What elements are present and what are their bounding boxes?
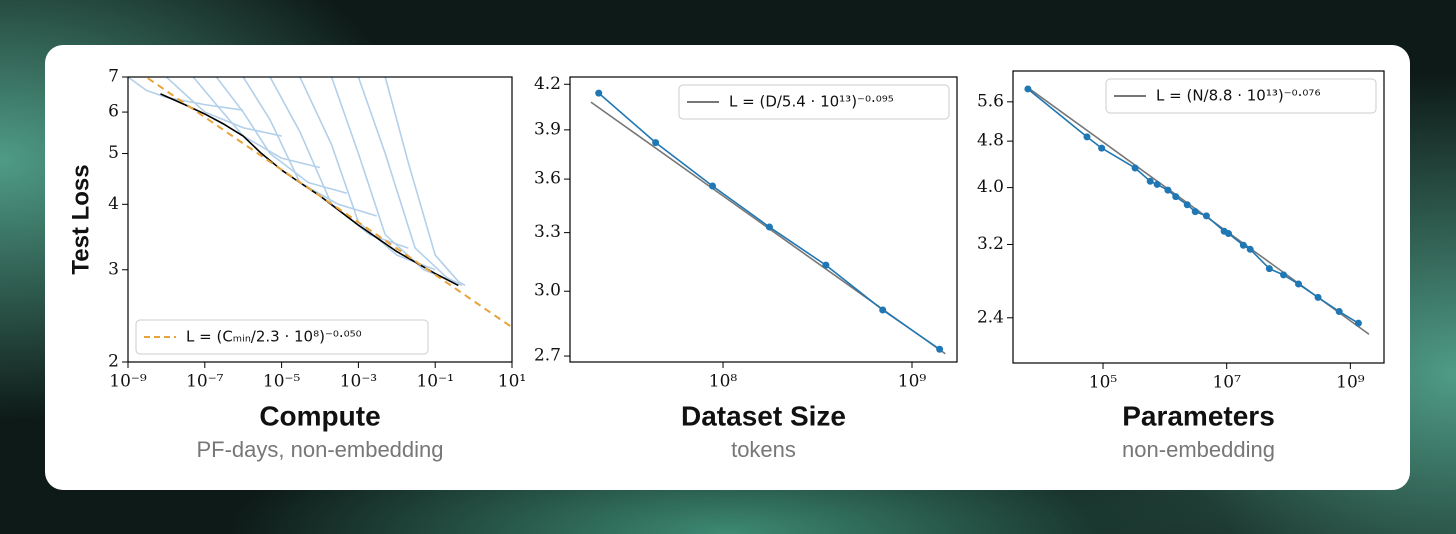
data-point — [1225, 230, 1233, 238]
y-tick-label: 3.3 — [534, 222, 561, 242]
x-tick-label: 10⁻⁵ — [263, 372, 301, 392]
y-tick-label: 3.0 — [534, 281, 561, 301]
y-tick-label: 3 — [108, 259, 119, 279]
plot-area — [590, 89, 946, 355]
x-tick-label: 10⁻⁹ — [109, 372, 147, 392]
data-point — [595, 89, 603, 97]
legend-box — [135, 319, 429, 355]
chart: 10⁵ 10⁷ 10⁹ 2.4 3.2 4.0 4.8 5.6 Parameters non-em… — [977, 70, 1385, 462]
series-line — [357, 77, 463, 287]
y-tick-label: 2 — [108, 352, 119, 372]
data-point — [1183, 201, 1191, 209]
data-point — [1295, 280, 1303, 288]
data-point — [1024, 85, 1032, 93]
axes-frame — [1012, 70, 1385, 364]
axes-frame — [569, 76, 958, 363]
data-point — [1146, 177, 1154, 185]
legend-label: L = (Cₘᵢₙ/2.3 · 10⁸)⁻⁰·⁰⁵⁰ — [186, 328, 362, 346]
data-point — [1098, 144, 1106, 152]
data-point — [936, 345, 944, 353]
legend-box — [1105, 78, 1377, 114]
data-point — [1164, 186, 1172, 194]
chart: 10⁻⁹ 10⁻⁷ 10⁻⁵ 10⁻³ 10⁻¹ 10¹ 2 3 4 5 6 7 Compute PF-d… — [67, 67, 526, 462]
y-axis-title: Test Loss — [67, 164, 94, 274]
data-point — [1083, 133, 1091, 141]
data-point — [652, 139, 660, 147]
plot-area — [1024, 85, 1370, 335]
x-axis-title: Dataset Size — [681, 400, 846, 431]
data-point — [1246, 245, 1254, 253]
chart: 10⁸ 10⁹ 2.7 3.0 3.3 3.6 3.9 4.2 Dataset Size toke… — [534, 74, 958, 462]
data-point — [1131, 164, 1139, 172]
legend-label: L = (D/5.4 · 10¹³)⁻⁰·⁰⁹⁵ — [729, 93, 894, 111]
x-axis-subtitle: non-embedding — [1122, 437, 1275, 462]
x-tick-label: 10⁻¹ — [416, 372, 453, 392]
y-tick-label: 5 — [108, 143, 119, 163]
series-line — [598, 92, 941, 350]
x-tick-label: 10⁻³ — [340, 372, 377, 392]
x-tick-label: 10¹ — [498, 372, 526, 392]
y-tick-label: 2.4 — [977, 307, 1004, 327]
y-tick-label: 6 — [108, 102, 119, 122]
series-line — [299, 77, 436, 271]
data-point — [879, 306, 887, 314]
x-axis-subtitle: tokens — [731, 437, 796, 462]
data-point — [1354, 319, 1362, 327]
x-tick-label: 10⁸ — [709, 372, 738, 392]
series-line — [144, 77, 512, 329]
y-tick-label: 4.8 — [977, 131, 1004, 151]
data-point — [1280, 271, 1288, 279]
axes-frame — [127, 76, 513, 363]
data-point — [709, 182, 717, 190]
x-tick-label: 10⁹ — [1336, 373, 1365, 393]
x-tick-label: 10⁵ — [1089, 373, 1118, 393]
x-axis-subtitle: PF-days, non-embedding — [196, 437, 443, 462]
y-tick-label: 4.0 — [977, 177, 1004, 197]
y-tick-label: 3.2 — [977, 234, 1004, 254]
data-point — [822, 261, 830, 269]
data-point — [1239, 241, 1247, 249]
y-tick-label: 5.6 — [977, 91, 1004, 111]
x-tick-label: 10⁻⁷ — [186, 372, 224, 392]
legend-box — [678, 84, 950, 120]
y-tick-label: 2.7 — [534, 346, 561, 366]
series-line — [330, 77, 454, 283]
y-tick-label: 7 — [108, 67, 119, 87]
x-axis-title: Compute — [259, 400, 380, 431]
data-point — [765, 223, 773, 231]
y-tick-label: 3.9 — [534, 119, 561, 139]
data-point — [1191, 208, 1199, 216]
data-point — [1153, 180, 1161, 188]
series-line — [384, 77, 466, 287]
data-point — [1172, 193, 1180, 201]
x-tick-label: 10⁷ — [1212, 373, 1241, 393]
data-point — [1265, 265, 1273, 273]
x-axis-title: Parameters — [1122, 400, 1275, 431]
data-point — [1202, 212, 1210, 220]
y-tick-label: 3.6 — [534, 169, 561, 189]
y-tick-label: 4.2 — [534, 74, 561, 94]
x-tick-label: 10⁹ — [898, 372, 927, 392]
data-point — [1314, 293, 1322, 301]
series-line — [215, 77, 348, 194]
y-tick-label: 4 — [108, 194, 119, 214]
legend-label: L = (N/8.8 · 10¹³)⁻⁰·⁰⁷⁶ — [1156, 87, 1320, 105]
data-point — [1335, 308, 1343, 316]
plot-area — [128, 77, 512, 329]
